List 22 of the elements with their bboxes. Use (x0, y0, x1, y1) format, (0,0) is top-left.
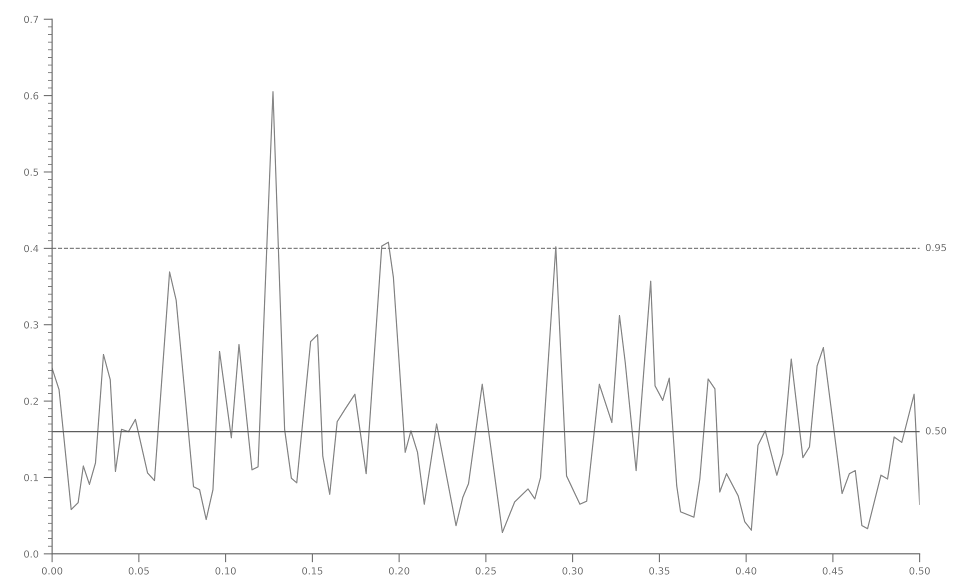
y-tick-label: 0.5 (24, 168, 38, 176)
x-tick-label: 0.50 (909, 567, 930, 575)
y-tick-label: 0.6 (24, 92, 38, 100)
x-tick-label: 0.30 (562, 567, 583, 575)
x-tick-label: 0.10 (215, 567, 236, 575)
y-tick-label: 0.0 (24, 550, 38, 558)
x-tick-label: 0.40 (736, 567, 756, 575)
y-tick-label: 0.7 (24, 16, 38, 24)
x-tick-label: 0.15 (302, 567, 322, 575)
annotation: 0.50 (926, 427, 946, 434)
line-series (52, 91, 920, 534)
annotation: 0.95 (926, 244, 946, 252)
y-tick-label: 0.4 (24, 244, 38, 252)
x-tick-label: 0.25 (476, 567, 496, 575)
y-tick-label: 0.2 (24, 398, 38, 405)
y-tick-label: 0.3 (24, 321, 38, 329)
x-tick-label: 0.35 (649, 567, 670, 575)
y-tick-label: 0.1 (24, 474, 38, 482)
x-tick-label: 0.05 (128, 567, 149, 575)
x-tick-label: 0.00 (42, 567, 62, 575)
x-tick-label: 0.20 (388, 567, 410, 575)
x-tick-label: 0.45 (822, 567, 843, 575)
